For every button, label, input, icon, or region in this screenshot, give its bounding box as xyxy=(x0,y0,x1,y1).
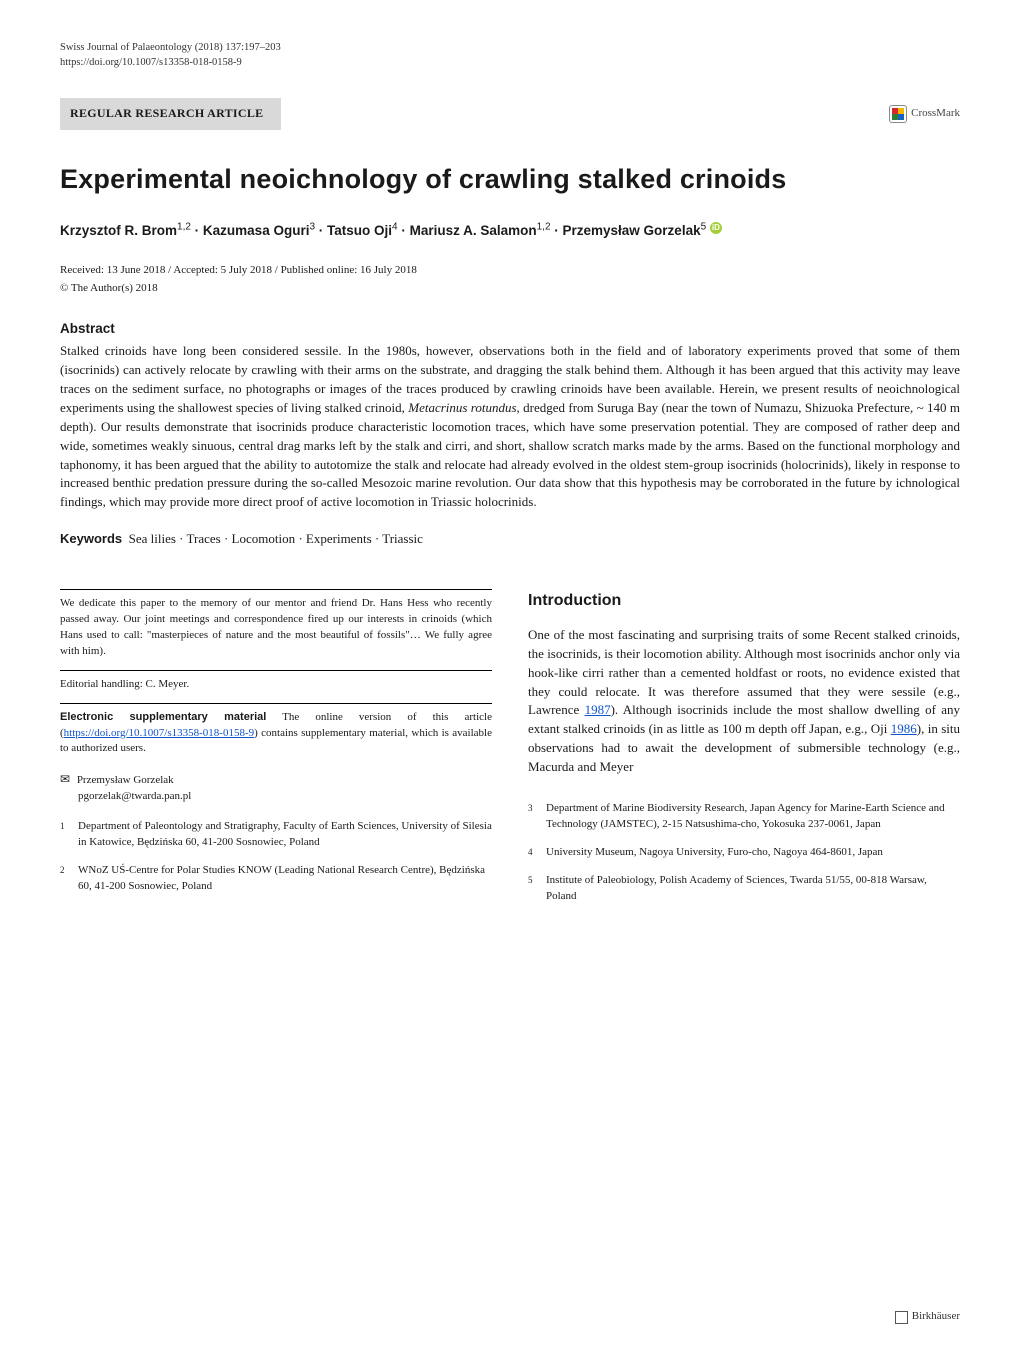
abstract-heading: Abstract xyxy=(60,319,960,339)
affiliation-text: University Museum, Nagoya University, Fu… xyxy=(546,845,960,861)
authors-text: Krzysztof R. Brom1,2 · Kazumasa Oguri3 ·… xyxy=(60,223,706,238)
doi-line: https://doi.org/10.1007/s13358-018-0158-… xyxy=(60,55,281,70)
correspondence-block: ✉ Przemysław Gorzelak pgorzelak@twarda.p… xyxy=(60,771,492,805)
esm-link[interactable]: https://doi.org/10.1007/s13358-018-0158-… xyxy=(64,727,254,739)
copyright-line: © The Author(s) 2018 xyxy=(60,281,960,297)
crossmark-icon xyxy=(889,105,907,123)
publisher-footer: Birkhäuser xyxy=(895,1309,960,1325)
affiliations-right: 3 Department of Marine Biodiversity Rese… xyxy=(528,801,960,905)
article-dates: Received: 13 June 2018 / Accepted: 5 Jul… xyxy=(60,263,960,279)
affiliation-item: 4 University Museum, Nagoya University, … xyxy=(528,845,960,861)
article-type-label: REGULAR RESEARCH ARTICLE xyxy=(60,98,281,129)
right-column: Introduction One of the most fascinating… xyxy=(528,589,960,917)
esm-label: Electronic supplementary material xyxy=(60,711,266,723)
affiliation-number: 2 xyxy=(60,863,78,895)
author-list: Krzysztof R. Brom1,2 · Kazumasa Oguri3 ·… xyxy=(60,221,960,241)
header-left: Swiss Journal of Palaeontology (2018) 13… xyxy=(60,40,281,70)
article-title: Experimental neoichnology of crawling st… xyxy=(60,160,960,199)
keywords-values: Sea lilies · Traces · Locomotion · Exper… xyxy=(129,531,423,546)
esm-note: Electronic supplementary material The on… xyxy=(60,703,492,758)
envelope-icon: ✉ xyxy=(60,772,70,786)
affiliation-text: Department of Marine Biodiversity Resear… xyxy=(546,801,960,833)
affiliation-number: 1 xyxy=(60,819,78,851)
running-header: Swiss Journal of Palaeontology (2018) 13… xyxy=(60,40,960,70)
corresponding-author-name: Przemysław Gorzelak xyxy=(77,774,174,786)
editorial-handling: Editorial handling: C. Meyer. xyxy=(60,670,492,693)
journal-citation: Swiss Journal of Palaeontology (2018) 13… xyxy=(60,40,281,55)
keywords-line: Keywords Sea lilies · Traces · Locomotio… xyxy=(60,530,960,549)
introduction-text: One of the most fascinating and surprisi… xyxy=(528,626,960,777)
affiliation-text: Institute of Paleobiology, Polish Academ… xyxy=(546,873,960,905)
keywords-label: Keywords xyxy=(60,531,122,546)
orcid-icon[interactable]: iD xyxy=(710,222,722,234)
abstract-text: Stalked crinoids have long been consider… xyxy=(60,342,960,512)
article-type-bar: REGULAR RESEARCH ARTICLE CrossMark xyxy=(60,98,960,129)
crossmark-label: CrossMark xyxy=(911,106,960,122)
crossmark-badge[interactable]: CrossMark xyxy=(889,105,960,123)
birkhauser-logo-icon xyxy=(895,1311,908,1324)
left-column: We dedicate this paper to the memory of … xyxy=(60,589,492,917)
affiliation-text: WNoZ UŚ-Centre for Polar Studies KNOW (L… xyxy=(78,863,492,895)
affiliation-number: 3 xyxy=(528,801,546,833)
affiliation-item: 1 Department of Paleontology and Stratig… xyxy=(60,819,492,851)
dedication-note: We dedicate this paper to the memory of … xyxy=(60,589,492,660)
affiliation-number: 5 xyxy=(528,873,546,905)
affiliation-item: 5 Institute of Paleobiology, Polish Acad… xyxy=(528,873,960,905)
two-column-region: We dedicate this paper to the memory of … xyxy=(60,589,960,917)
affiliation-item: 3 Department of Marine Biodiversity Rese… xyxy=(528,801,960,833)
affiliation-item: 2 WNoZ UŚ-Centre for Polar Studies KNOW … xyxy=(60,863,492,895)
affiliation-number: 4 xyxy=(528,845,546,861)
affiliations-left: 1 Department of Paleontology and Stratig… xyxy=(60,819,492,895)
section-heading-introduction: Introduction xyxy=(528,589,960,612)
publisher-name: Birkhäuser xyxy=(912,1309,960,1325)
corresponding-author-email: pgorzelak@twarda.pan.pl xyxy=(78,790,191,802)
affiliation-text: Department of Paleontology and Stratigra… xyxy=(78,819,492,851)
